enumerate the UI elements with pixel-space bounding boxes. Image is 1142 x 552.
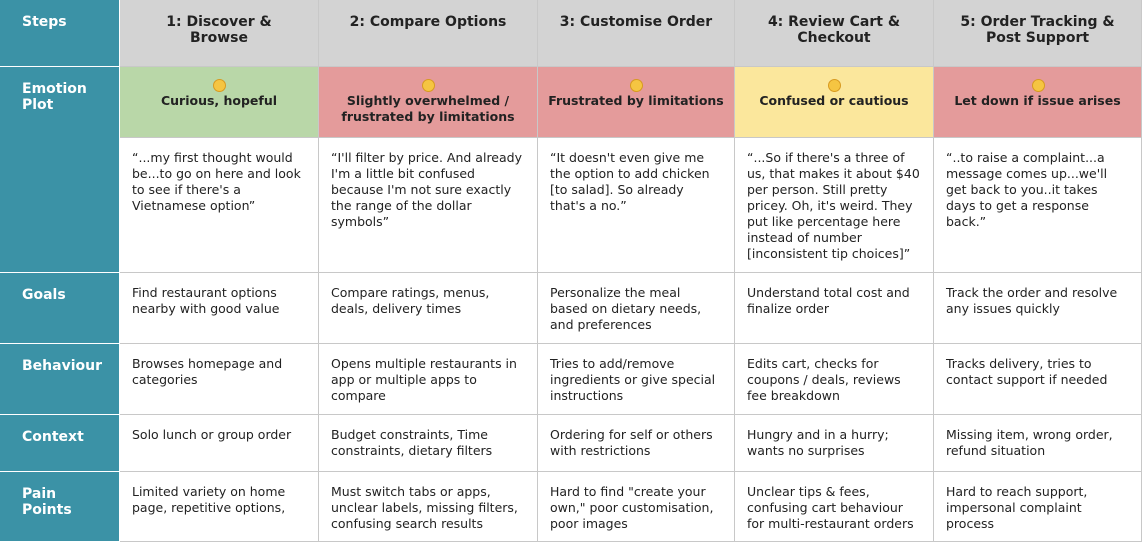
body-cell: Find restaurant options nearby with good… <box>120 273 319 344</box>
cell-text: Let down if issue arises <box>954 93 1121 108</box>
body-cell: Understand total cost and finalize order <box>735 273 934 344</box>
cell-text: Behaviour <box>22 358 102 374</box>
emotion-cell: Frustrated by limitations <box>538 67 735 138</box>
body-cell: Budget constraints, Time constraints, di… <box>319 415 538 472</box>
cell-text: Understand total cost and finalize order <box>747 285 910 316</box>
emotion-cell: Slightly overwhelmed / frustrated by lim… <box>319 67 538 138</box>
step-header: 4: Review Cart & Checkout <box>735 0 934 67</box>
body-cell: Tracks delivery, tries to contact suppor… <box>934 344 1142 415</box>
cell-text: 4: Review Cart & Checkout <box>767 14 901 46</box>
body-cell: Ordering for self or others with restric… <box>538 415 735 472</box>
body-cell: Tries to add/remove ingredients or give … <box>538 344 735 415</box>
cell-text: “It doesn't even give me the option to a… <box>550 150 710 213</box>
cell-text: Must switch tabs or apps, unclear labels… <box>331 484 518 531</box>
cell-text: 2: Compare Options <box>349 14 507 30</box>
quote-cell: “It doesn't even give me the option to a… <box>538 138 735 273</box>
body-cell: Personalize the meal based on dietary ne… <box>538 273 735 344</box>
cell-text: Unclear tips & fees, confusing cart beha… <box>747 484 914 531</box>
body-cell: Track the order and resolve any issues q… <box>934 273 1142 344</box>
cell-text: Confused or cautious <box>759 93 909 108</box>
cell-text: Limited variety on home page, repetitive… <box>132 484 286 515</box>
cell-text: 3: Customise Order <box>559 14 713 30</box>
body-cell: Hard to reach support, impersonal compla… <box>934 472 1142 542</box>
row-label: Goals <box>0 273 120 344</box>
step-header: 5: Order Tracking & Post Support <box>934 0 1142 67</box>
cell-text: Context <box>22 429 84 445</box>
cell-text: Slightly overwhelmed / frustrated by lim… <box>341 93 515 124</box>
cell-text: Emotion Plot <box>22 81 87 113</box>
cell-text: Find restaurant options nearby with good… <box>132 285 280 316</box>
cell-text: Budget constraints, Time constraints, di… <box>331 427 493 458</box>
cell-text: Tracks delivery, tries to contact suppor… <box>946 356 1108 387</box>
emoji-icon <box>213 79 226 92</box>
emotion-cell: Let down if issue arises <box>934 67 1142 138</box>
cell-text: Hard to reach support, impersonal compla… <box>946 484 1088 531</box>
cell-text: Goals <box>22 287 66 303</box>
step-header: 2: Compare Options <box>319 0 538 67</box>
body-cell: Hungry and in a hurry; wants no surprise… <box>735 415 934 472</box>
cell-text: “...So if there's a three of us, that ma… <box>747 150 920 261</box>
cell-text: Hard to find "create your own," poor cus… <box>550 484 714 531</box>
cell-text: “..to raise a complaint...a message come… <box>946 150 1108 229</box>
row-label: Context <box>0 415 120 472</box>
quote-cell: “...So if there's a three of us, that ma… <box>735 138 934 273</box>
cell-text: Tries to add/remove ingredients or give … <box>550 356 716 403</box>
body-cell: Must switch tabs or apps, unclear labels… <box>319 472 538 542</box>
cell-text: “...my first thought would be...to go on… <box>132 150 301 213</box>
cell-text: Edits cart, checks for coupons / deals, … <box>747 356 901 403</box>
cell-text: Ordering for self or others with restric… <box>550 427 713 458</box>
body-cell: Edits cart, checks for coupons / deals, … <box>735 344 934 415</box>
cell-text: Missing item, wrong order, refund situat… <box>946 427 1113 458</box>
cell-text: Track the order and resolve any issues q… <box>946 285 1118 316</box>
quote-cell: “..to raise a complaint...a message come… <box>934 138 1142 273</box>
step-header: 3: Customise Order <box>538 0 735 67</box>
emoji-icon <box>1031 79 1045 92</box>
body-cell: Hard to find "create your own," poor cus… <box>538 472 735 542</box>
emotion-cell: Curious, hopeful <box>120 67 319 138</box>
body-cell: Compare ratings, menus, deals, delivery … <box>319 273 538 344</box>
cell-text: Hungry and in a hurry; wants no surprise… <box>747 427 889 458</box>
emoji-icon <box>630 79 643 92</box>
body-cell: Browses homepage and categories <box>120 344 319 415</box>
row-label: Pain Points <box>0 472 120 542</box>
row-label: Emotion Plot <box>0 67 120 273</box>
cell-text: Compare ratings, menus, deals, delivery … <box>331 285 490 316</box>
row-label: Steps <box>0 0 120 67</box>
emoji-icon <box>422 79 435 92</box>
row-label: Behaviour <box>0 344 120 415</box>
cell-text: Solo lunch or group order <box>132 427 292 442</box>
cell-text: Browses homepage and categories <box>132 356 283 387</box>
emoji-icon <box>828 79 841 92</box>
cell-text: Frustrated by limitations <box>548 93 724 108</box>
cell-text: Curious, hopeful <box>160 93 278 108</box>
cell-text: “I'll filter by price. And already I'm a… <box>331 150 522 229</box>
body-cell: Missing item, wrong order, refund situat… <box>934 415 1142 472</box>
emotion-cell: Confused or cautious <box>735 67 934 138</box>
cell-text: 5: Order Tracking & Post Support <box>960 14 1115 46</box>
body-cell: Opens multiple restaurants in app or mul… <box>319 344 538 415</box>
cell-text: Personalize the meal based on dietary ne… <box>550 285 702 332</box>
step-header: 1: Discover & Browse <box>120 0 319 67</box>
cell-text: 1: Discover & Browse <box>166 14 272 46</box>
body-cell: Limited variety on home page, repetitive… <box>120 472 319 542</box>
cell-text: Opens multiple restaurants in app or mul… <box>331 356 517 403</box>
quote-cell: “I'll filter by price. And already I'm a… <box>319 138 538 273</box>
body-cell: Solo lunch or group order <box>120 415 319 472</box>
body-cell: Unclear tips & fees, confusing cart beha… <box>735 472 934 542</box>
cell-text: Steps <box>22 14 67 30</box>
cell-text: Pain Points <box>22 486 72 518</box>
quote-cell: “...my first thought would be...to go on… <box>120 138 319 273</box>
